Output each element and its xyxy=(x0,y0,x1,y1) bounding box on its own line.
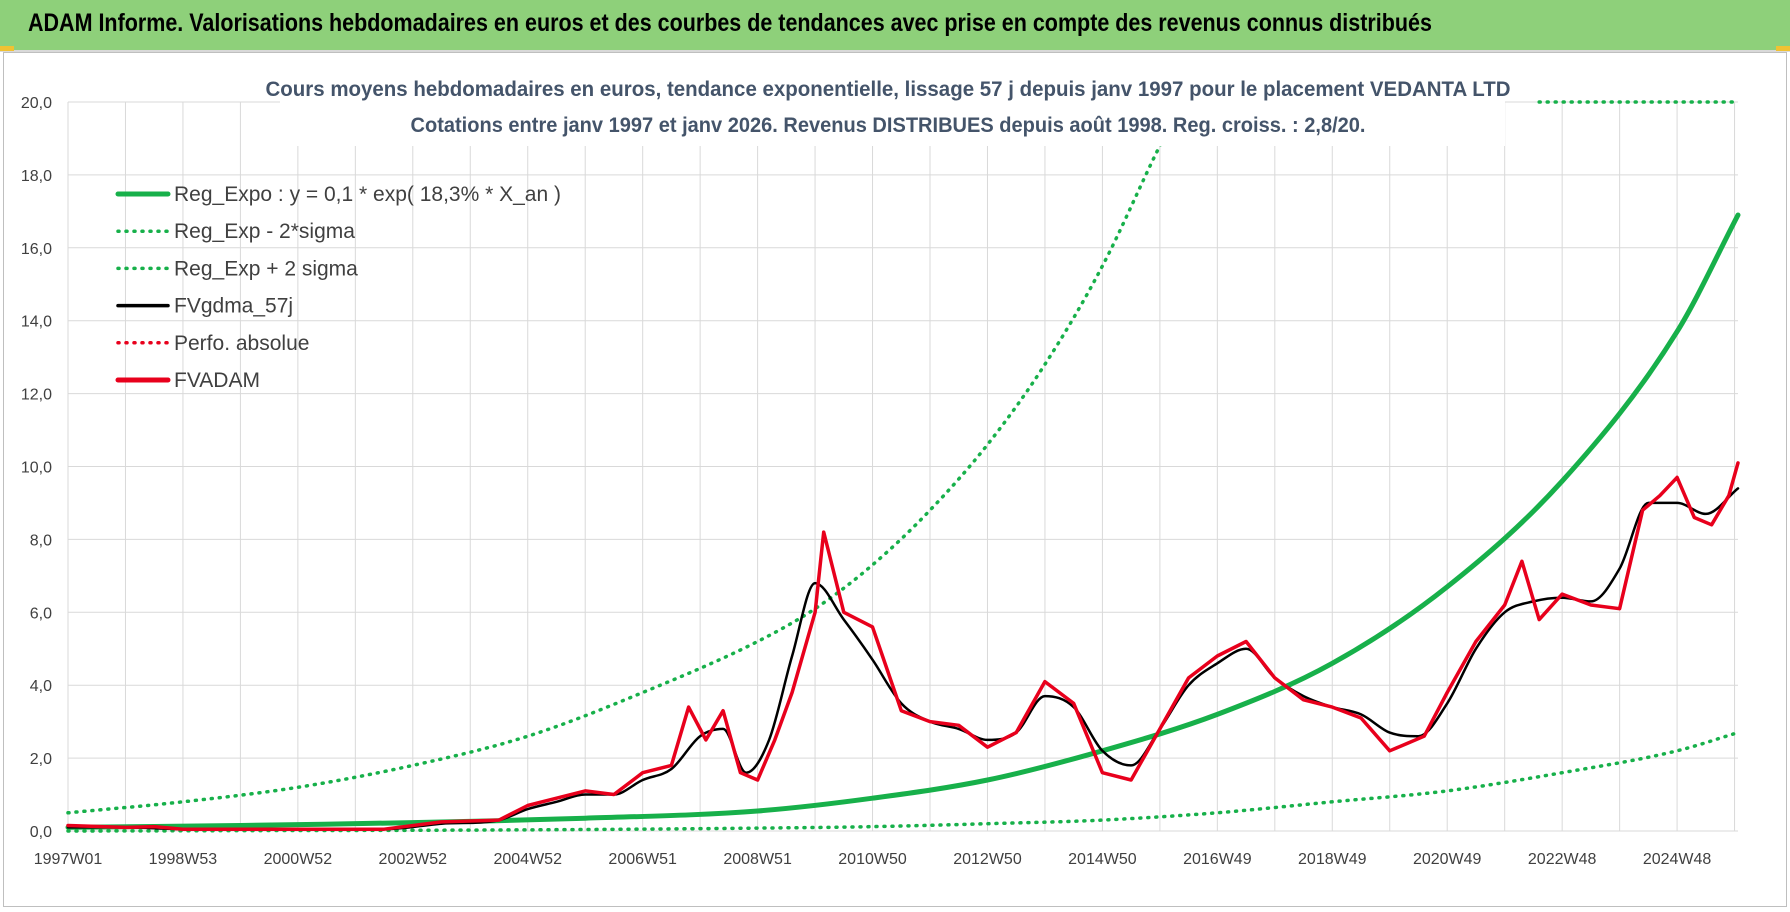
x-tick-label: 2004W52 xyxy=(493,851,562,868)
legend-label: FVgdma_57j xyxy=(174,295,293,318)
x-tick-label: 1998W53 xyxy=(149,851,218,868)
corner-marker xyxy=(0,46,14,51)
y-tick-label: 20,0 xyxy=(21,95,52,112)
series-reg-expo xyxy=(65,212,1741,830)
series-fvadam xyxy=(66,461,1740,831)
x-tick-label: 2014W50 xyxy=(1068,851,1137,868)
x-tick-label: 2008W51 xyxy=(723,851,792,868)
corner-marker xyxy=(1776,46,1790,51)
x-tick-label: 2020W49 xyxy=(1413,851,1482,868)
y-tick-label: 10,0 xyxy=(21,460,52,477)
axis-ticks: 0,0 2,0 4,0 6,0 8,0 10,0 12,0 14,0 16,0 18,0 20,0 1… xyxy=(21,95,1712,868)
y-tick-label: 8,0 xyxy=(30,532,52,549)
x-tick-label: 2000W52 xyxy=(264,851,333,868)
x-tick-label: 1997W01 xyxy=(34,851,103,868)
y-tick-label: 12,0 xyxy=(21,387,52,404)
y-tick-label: 2,0 xyxy=(30,751,52,768)
y-tick-label: 16,0 xyxy=(21,241,52,258)
header-banner: ADAM Informe. Valorisations hebdomadaire… xyxy=(0,0,1790,52)
grid xyxy=(67,101,1738,832)
x-tick-label: 2010W50 xyxy=(838,851,907,868)
legend-label: Reg_Exp + 2 sigma xyxy=(174,257,358,280)
y-tick-label: 4,0 xyxy=(30,678,52,695)
legend-label: Reg_Exp - 2*sigma xyxy=(174,220,355,243)
y-tick-label: 18,0 xyxy=(21,168,52,185)
series-layer xyxy=(65,100,1741,833)
x-tick-label: 2016W49 xyxy=(1183,851,1252,868)
chart-title-line2: Cotations entre janv 1997 et janv 2026. … xyxy=(411,114,1366,137)
page-title: ADAM Informe. Valorisations hebdomadaire… xyxy=(28,9,1432,37)
y-tick-label: 14,0 xyxy=(21,314,52,331)
y-tick-label: 6,0 xyxy=(30,605,52,622)
x-tick-label: 2018W49 xyxy=(1298,851,1367,868)
legend-label: FVADAM xyxy=(174,369,260,392)
legend-label: Perfo. absolue xyxy=(174,332,309,355)
x-tick-label: 2022W48 xyxy=(1528,851,1597,868)
y-tick-label: 0,0 xyxy=(30,824,52,841)
x-tick-label: 2012W50 xyxy=(953,851,1022,868)
x-tick-label: 2002W52 xyxy=(379,851,448,868)
legend-label: Reg_Expo : y = 0,1 * exp( 18,3% * X_an ) xyxy=(174,183,561,206)
series-reg-exp-minus-2sigma xyxy=(66,730,1740,833)
x-tick-label: 2024W48 xyxy=(1643,851,1712,868)
chart-title-line1: Cours moyens hebdomadaires en euros, ten… xyxy=(266,78,1511,101)
series-reg-exp-plus-2sigma xyxy=(66,100,1185,815)
x-tick-label: 2006W51 xyxy=(608,851,677,868)
legend: Reg_Expo : y = 0,1 * exp( 18,3% * X_an )… xyxy=(115,183,561,392)
title-backdrop xyxy=(280,68,1505,146)
chart-frame xyxy=(3,52,1787,907)
